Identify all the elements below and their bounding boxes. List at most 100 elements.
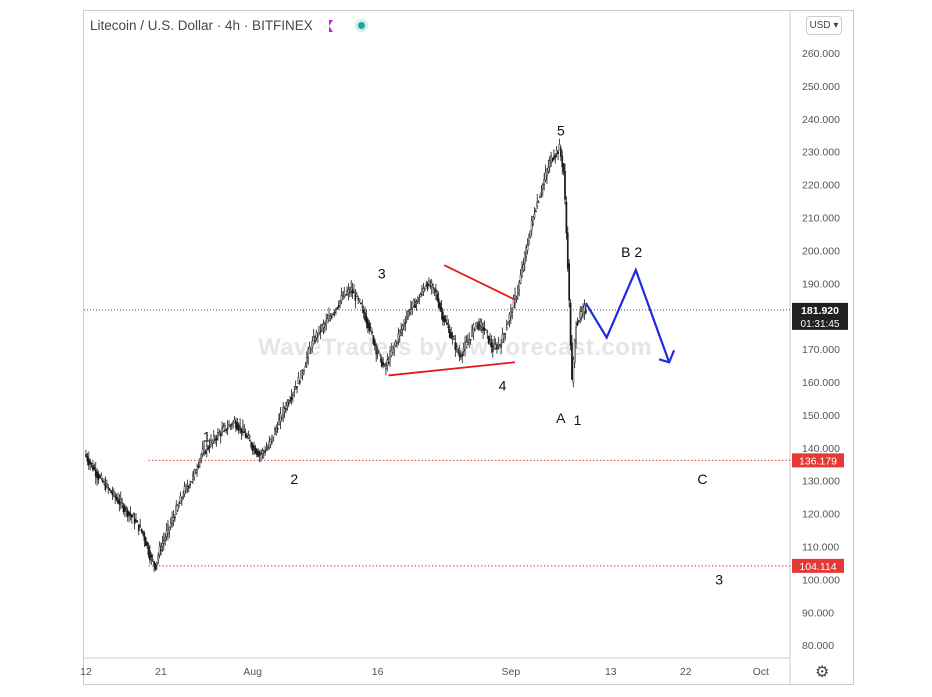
candle-body [535,210,537,213]
candle-body [103,481,105,483]
candle-body [507,322,509,326]
candle-body [419,294,422,298]
candle-body [559,148,562,157]
candle-body [515,297,518,300]
candle-body [536,201,539,207]
candle-body [566,232,569,269]
candle-body [412,299,415,307]
wave-label: 5 [557,122,565,138]
candle-body [158,545,161,556]
candle-body [292,394,294,396]
candle-body [568,263,571,301]
candle-body [249,439,251,442]
y-tick-label: 190.000 [802,278,840,290]
candle-body [447,325,450,329]
candle-body [551,158,554,162]
candle-body [446,322,448,325]
candle-body [132,514,135,518]
candle-body [265,449,268,451]
candle-body [369,326,372,329]
x-tick-label: 16 [372,666,384,678]
gear-icon[interactable]: ⚙ [815,664,830,681]
candle-body [90,462,93,465]
candle-body [135,519,137,522]
candle-body [193,469,196,478]
candle-body [97,473,100,480]
candle-body [243,431,246,434]
y-tick-label: 220.000 [802,180,840,192]
candle-body [190,481,193,483]
candlestick-series[interactable] [85,138,587,573]
candle-body [539,196,541,199]
candle-body [218,432,221,435]
candle-body [396,342,398,344]
candle-body [537,201,540,203]
candle-body [297,377,300,384]
candle-body [107,487,110,489]
candle-body [287,402,290,405]
candle-body [104,483,107,491]
candle-body [354,294,357,301]
flag-icon[interactable] [328,20,333,32]
candle-body [414,304,416,309]
candle-body [400,329,403,333]
candle-body [573,339,576,363]
candle-body [322,323,325,328]
candle-body [325,320,328,325]
candle-body [394,341,397,347]
candle-body [335,308,337,311]
symbol-title[interactable]: Litecoin / U.S. Dollar · 4h · BITFINEX [90,18,313,33]
triangle-trendline[interactable] [388,361,516,377]
candle-body [558,143,561,151]
level-price-label: 104.114 [799,561,836,573]
candle-body [490,342,493,348]
y-tick-label: 240.000 [802,114,840,126]
candle-body [233,419,236,423]
candle-body [519,274,522,284]
x-tick-label: Oct [753,666,769,678]
candle-body [340,295,343,302]
candle-body [269,438,272,445]
candle-body [403,324,405,327]
candle-body [348,291,351,294]
wave-label: 2 [290,471,298,487]
candle-body [457,348,459,354]
candle-body [387,362,390,364]
candle-body [579,311,582,319]
candle-body [471,329,473,337]
candle-body [214,439,216,441]
triangle-trendline[interactable] [443,264,516,301]
candle-body [575,327,577,343]
y-tick-label: 150.000 [802,410,840,422]
candle-body [554,154,557,158]
candle-body [149,550,151,561]
candle-body [215,437,218,441]
candle-body [429,285,432,288]
candle-body [543,179,546,185]
candle-body [178,503,180,508]
candle-body [357,297,359,300]
candle-body [175,505,178,514]
candle-body [267,447,269,450]
candle-body [319,330,322,333]
candle-body [364,312,366,321]
y-tick-label: 90.000 [802,607,834,619]
projection-path[interactable] [584,267,671,363]
candle-body [392,346,394,353]
candle-body [401,325,404,330]
candle-body [208,445,211,449]
candle-body [462,349,465,352]
candle-body [555,149,558,154]
candle-body [428,280,430,285]
candle-body [247,435,250,439]
candle-body [114,495,117,498]
candle-body [461,353,464,357]
candle-body [260,453,262,455]
candle-body [278,419,280,426]
currency-selector[interactable]: USD ▾ [806,16,842,35]
candle-body [137,524,140,532]
candle-body [93,467,96,470]
candle-body [230,424,233,427]
candle-body [451,335,454,338]
